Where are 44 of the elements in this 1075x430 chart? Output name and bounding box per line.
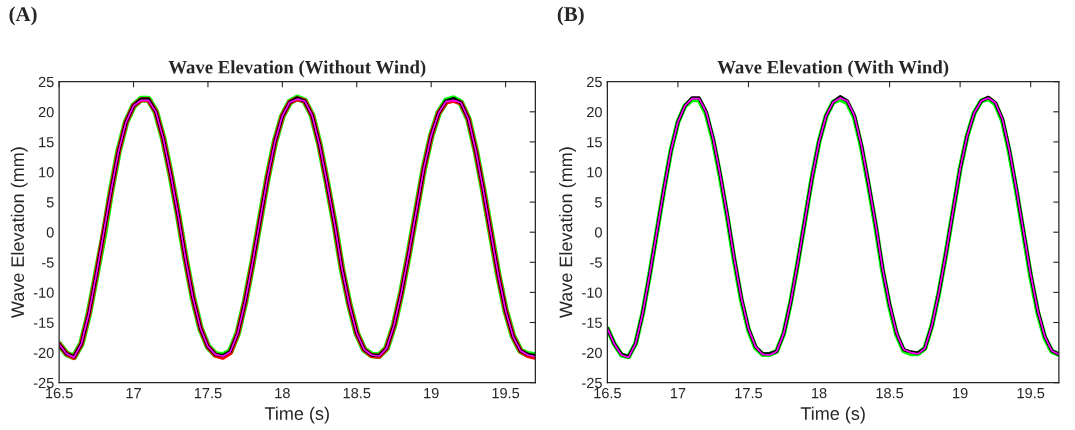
y-tick-label: 10 — [587, 167, 602, 178]
y-tick-label: -25 — [582, 377, 602, 389]
y-tick-label: 15 — [587, 137, 602, 148]
y-tick-label: -15 — [33, 317, 54, 328]
y-tick-label: 0 — [594, 227, 602, 238]
y-tick-label: 20 — [587, 106, 602, 118]
x-axis-title: Time (s) — [800, 406, 865, 424]
x-tick-label: 17.5 — [735, 388, 763, 399]
y-tick-label: 10 — [39, 167, 54, 178]
x-tick-label: 19 — [424, 387, 439, 399]
y-tick-label: 25 — [38, 76, 54, 88]
text: (A) — [9, 6, 37, 26]
y-tick-label: 0 — [46, 227, 54, 238]
y-tick-label: -5 — [41, 257, 54, 268]
x-tick-label: 19 — [953, 387, 968, 399]
y-tick-label: -20 — [582, 347, 602, 359]
y-tick-label: 5 — [46, 197, 54, 208]
chart-title: Wave Elevation (Without Wind) — [168, 60, 426, 78]
text: (B) — [557, 6, 584, 26]
y-axis-title: Wave Elevation (mm) — [10, 147, 28, 319]
y-tick-label: 20 — [38, 106, 54, 118]
x-tick-label: 19.5 — [492, 387, 520, 399]
x-tick-label: 16.5 — [594, 387, 621, 399]
x-tick-label: 17.5 — [194, 388, 222, 399]
x-axis-title: Time (s) — [264, 406, 329, 424]
y-tick-label: 5 — [594, 197, 602, 208]
y-tick-label: -10 — [33, 287, 54, 298]
x-tick-label: 18 — [812, 387, 827, 399]
y-tick-label: -20 — [33, 347, 54, 359]
y-tick-label: -25 — [33, 377, 54, 389]
y-tick-label: -15 — [582, 317, 602, 328]
y-tick-label: -10 — [582, 287, 602, 298]
y-tick-label: 25 — [587, 76, 602, 88]
x-tick-label: 16.5 — [46, 387, 73, 399]
chart-title: Wave Elevation (With Wind) — [717, 60, 949, 78]
x-tick-label: 17 — [670, 388, 686, 399]
y-tick-label: -5 — [590, 257, 602, 268]
x-tick-label: 17 — [126, 388, 141, 399]
x-tick-label: 18 — [275, 387, 290, 399]
x-tick-label: 18.5 — [343, 387, 371, 399]
x-tick-label: 18.5 — [876, 387, 904, 399]
x-tick-label: 19.5 — [1017, 387, 1045, 399]
y-tick-label: 15 — [39, 137, 54, 148]
y-axis-title: Wave Elevation (mm) — [559, 147, 576, 319]
